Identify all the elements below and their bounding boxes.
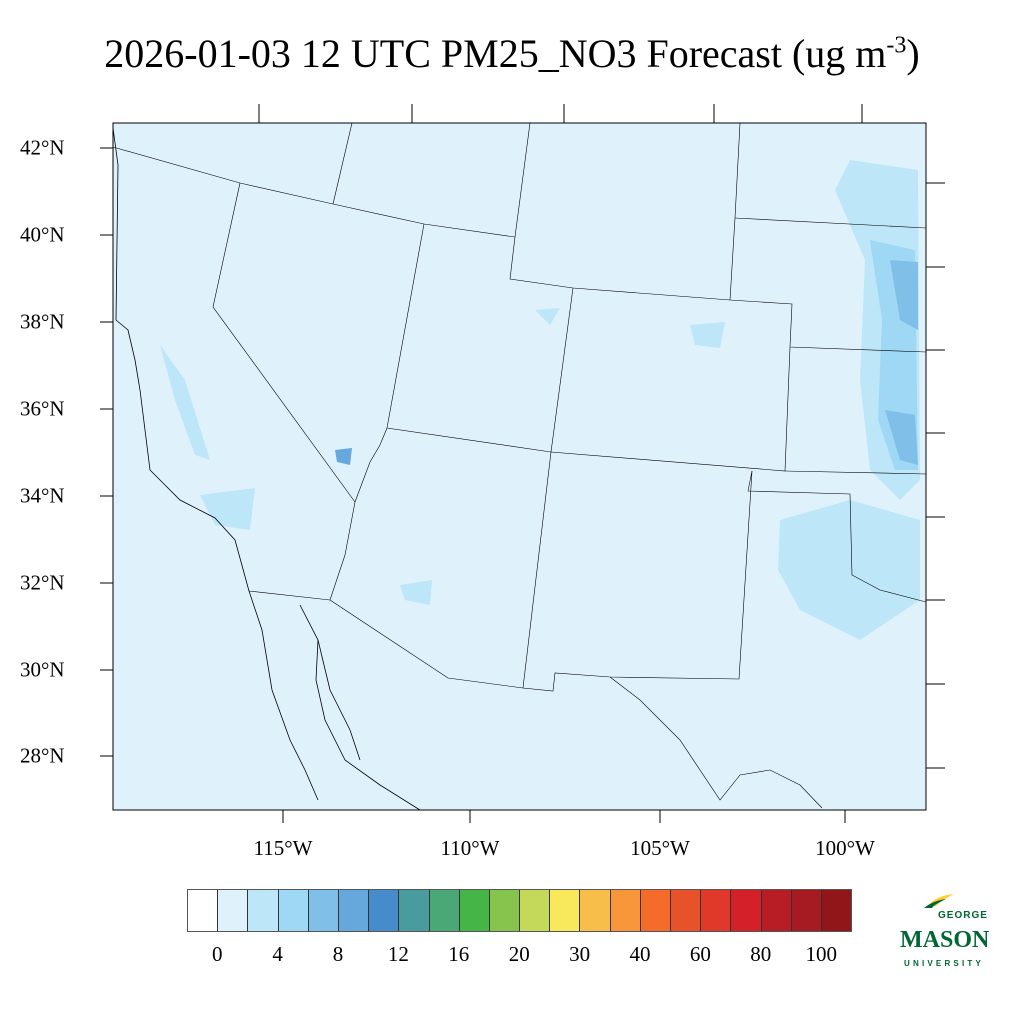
colorbar-label: 60: [689, 942, 711, 966]
logo-swoosh-green: [924, 899, 946, 908]
lat-label: 34°N: [20, 483, 65, 508]
colorbar: [187, 889, 853, 932]
lat-label: 36°N: [20, 396, 65, 421]
colorbar-box: [791, 890, 822, 931]
lat-label: 32°N: [20, 570, 65, 595]
title-superscript: -3: [886, 32, 907, 59]
colorbar-box: [218, 890, 249, 931]
colorbar-box: [429, 890, 460, 931]
lon-label: 105°W: [630, 836, 690, 860]
colorbar-label: 80: [750, 942, 772, 966]
colorbar-box: [761, 890, 792, 931]
state-borders: [112, 122, 927, 809]
colorbar-box: [640, 890, 671, 931]
colorbar-box: [399, 890, 430, 931]
colorbar-label: 12: [387, 942, 409, 966]
colorbar-box: [459, 890, 490, 931]
colorbar-box: [731, 890, 762, 931]
lon-label: 100°W: [815, 836, 875, 860]
logo-line2: MASON: [900, 927, 990, 953]
map-frame: [112, 122, 927, 811]
logo-line1: GEORGE: [938, 910, 988, 921]
colorbar-box: [188, 890, 219, 931]
colorbar-label: 40: [629, 942, 651, 966]
colorbar-label: 8: [332, 942, 344, 966]
colorbar-label: 0: [211, 942, 223, 966]
colorbar-box: [701, 890, 732, 931]
colorbar-box: [278, 890, 309, 931]
title-text: 2026-01-03 12 UTC PM25_NO3 Forecast (ug …: [104, 31, 887, 76]
title-close: ): [906, 31, 920, 76]
lat-label: 38°N: [20, 309, 65, 334]
lat-label: 28°N: [20, 743, 65, 768]
axis-ticks: [100, 104, 945, 823]
lon-label: 110°W: [440, 836, 500, 860]
colorbar-label: 100: [805, 942, 837, 966]
map-background: [113, 123, 926, 810]
colorbar-box: [248, 890, 279, 931]
coastline: [112, 127, 421, 811]
lat-label: 40°N: [20, 222, 65, 247]
colorbar-label: 20: [508, 942, 530, 966]
colorbar-box: [338, 890, 370, 931]
colorbar-label: 16: [448, 942, 470, 966]
george-mason-logo: GEORGE MASON UNIVERSITY: [900, 894, 990, 968]
colorbar-box: [671, 890, 702, 931]
colorbar-box: [580, 890, 611, 931]
colorbar-box: [489, 890, 521, 931]
colorbar-box: [550, 890, 581, 931]
colorbar-box: [520, 890, 551, 931]
colorbar-box: [308, 890, 339, 931]
concentration-shading: [160, 160, 920, 640]
colorbar-label: 4: [272, 942, 283, 966]
lon-label: 115°W: [253, 836, 313, 860]
colorbar-box: [369, 890, 400, 931]
colorbar-box: [610, 890, 641, 931]
colorbar-box: [821, 890, 852, 931]
logo-line3: UNIVERSITY: [904, 959, 984, 968]
lat-label: 30°N: [20, 657, 65, 682]
lat-label: 42°N: [20, 135, 65, 160]
figure-title: 2026-01-03 12 UTC PM25_NO3 Forecast (ug …: [0, 30, 1024, 77]
colorbar-label: 30: [569, 942, 591, 966]
